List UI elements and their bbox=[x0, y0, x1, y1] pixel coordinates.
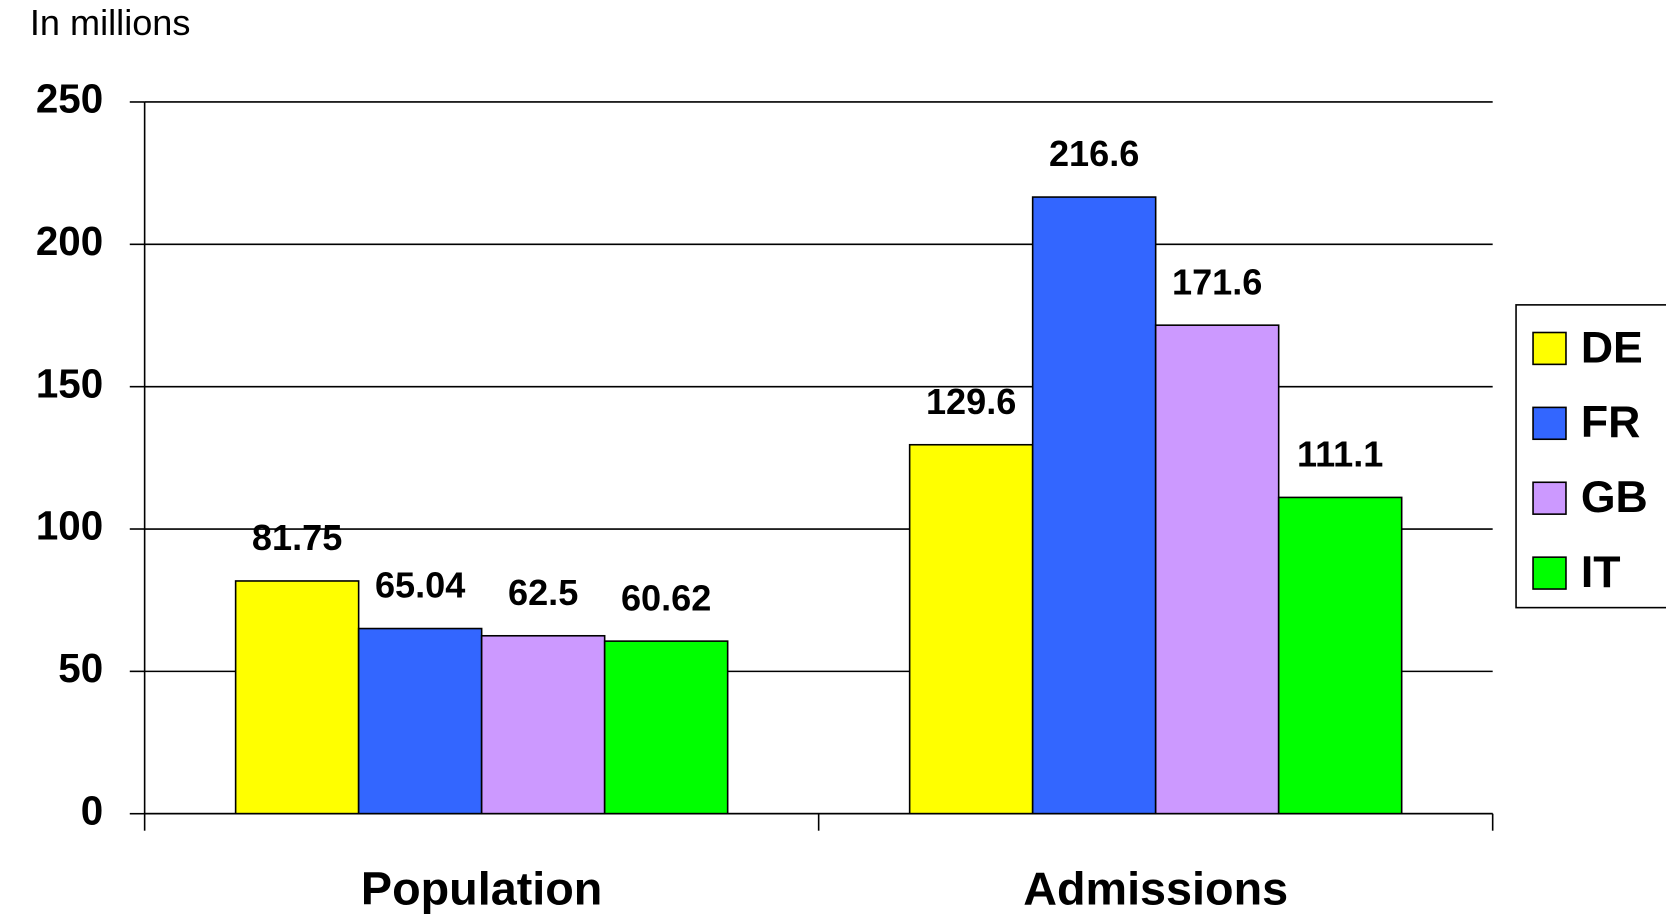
bar bbox=[1031, 196, 1157, 815]
bar bbox=[234, 580, 360, 815]
bar bbox=[908, 443, 1034, 815]
y-tick-label: 150 bbox=[36, 360, 103, 406]
value-label: 171.6 bbox=[1172, 261, 1262, 302]
legend-label: DE bbox=[1581, 323, 1643, 372]
y-tick-label: 50 bbox=[58, 645, 103, 691]
x-tick-label: Population bbox=[361, 863, 602, 915]
legend-swatch bbox=[1532, 556, 1567, 590]
value-label: 62.5 bbox=[508, 572, 578, 613]
bar bbox=[1277, 496, 1403, 815]
y-tick-label: 0 bbox=[81, 787, 103, 833]
value-label: 111.1 bbox=[1297, 434, 1383, 475]
legend-label: FR bbox=[1581, 398, 1640, 447]
bar bbox=[480, 634, 606, 815]
value-label: 81.75 bbox=[252, 517, 342, 558]
value-label: 129.6 bbox=[926, 381, 1016, 422]
legend-label: IT bbox=[1581, 548, 1621, 597]
y-tick-label: 250 bbox=[36, 76, 103, 122]
y-tick-label: 200 bbox=[36, 218, 103, 264]
bar bbox=[1154, 324, 1280, 815]
x-tick-label: Admissions bbox=[1023, 863, 1288, 915]
y-tick-label: 100 bbox=[36, 503, 103, 549]
legend-swatch bbox=[1532, 331, 1567, 366]
value-label: 65.04 bbox=[375, 565, 465, 606]
bar bbox=[603, 640, 729, 815]
legend-swatch bbox=[1532, 406, 1567, 441]
unit-label: In millions bbox=[30, 2, 191, 43]
bar bbox=[357, 627, 483, 815]
value-label: 216.6 bbox=[1049, 133, 1139, 174]
value-label: 60.62 bbox=[621, 577, 711, 618]
legend-swatch bbox=[1532, 481, 1567, 515]
legend-label: GB bbox=[1581, 473, 1648, 522]
